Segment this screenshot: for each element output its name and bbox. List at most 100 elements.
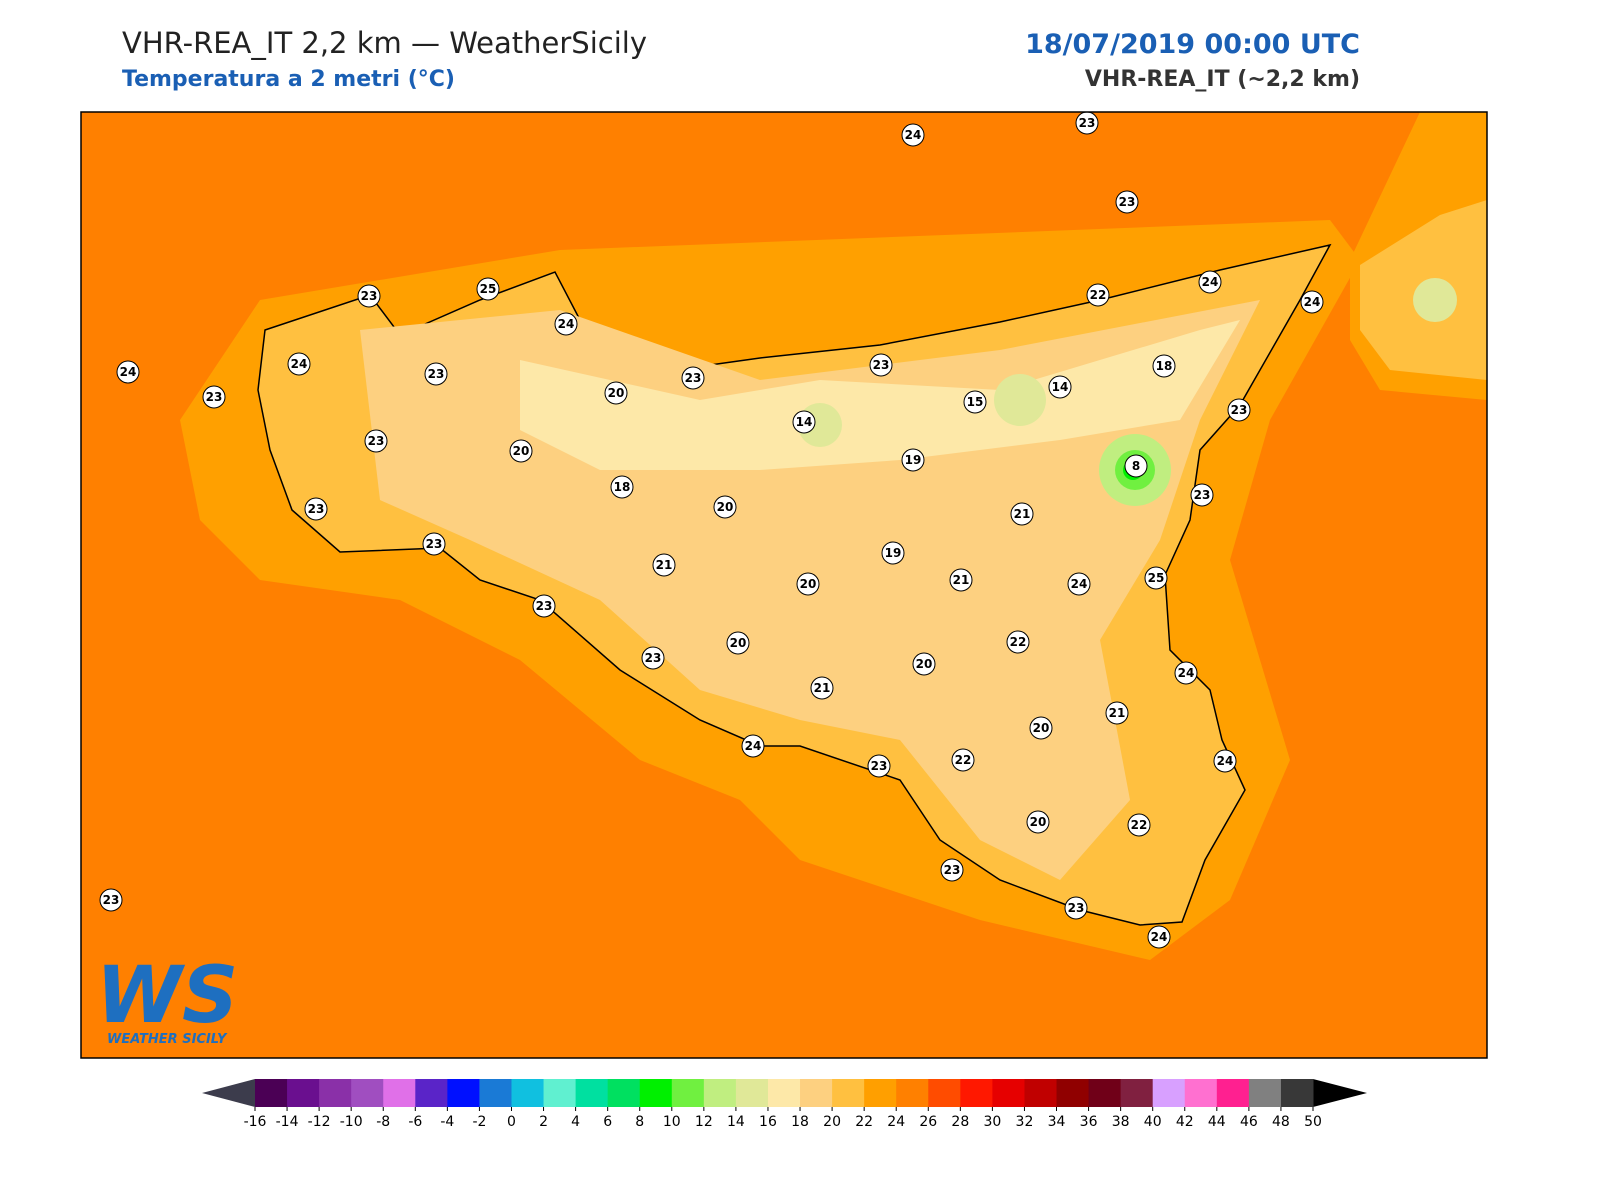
station-value: 24 bbox=[745, 739, 762, 753]
colorbar-bin bbox=[928, 1079, 961, 1107]
colorbar-bin bbox=[511, 1079, 545, 1107]
station-value: 15 bbox=[967, 395, 984, 409]
colorbar-tick-label: 10 bbox=[663, 1114, 681, 1130]
station-value: 24 bbox=[1217, 754, 1234, 768]
station-value: 22 bbox=[1131, 818, 1148, 832]
colorbar-bin bbox=[671, 1079, 705, 1107]
station-marker bbox=[869, 353, 893, 377]
station-marker bbox=[202, 385, 226, 409]
station-marker bbox=[554, 312, 578, 336]
colorbar-tick-label: 30 bbox=[983, 1114, 1001, 1130]
station-marker bbox=[1152, 354, 1176, 378]
station-marker bbox=[532, 594, 556, 618]
station-marker bbox=[901, 448, 925, 472]
station-value: 19 bbox=[885, 546, 902, 560]
station-value: 24 bbox=[1304, 295, 1321, 309]
map-frame bbox=[80, 111, 1488, 1059]
colorbar-tick-label: 20 bbox=[823, 1114, 841, 1130]
station-marker bbox=[1174, 661, 1198, 685]
colorbar-tick-label: -4 bbox=[440, 1114, 454, 1130]
highland bbox=[520, 320, 1240, 470]
station-value: 21 bbox=[656, 558, 673, 572]
station-value: 24 bbox=[120, 365, 137, 379]
colorbar-tick-label: 34 bbox=[1048, 1114, 1066, 1130]
colorbar-tick-label: 42 bbox=[1176, 1114, 1194, 1130]
colorbar-bin bbox=[960, 1079, 993, 1107]
station-marker bbox=[610, 475, 634, 499]
station-value: 20 bbox=[513, 444, 530, 458]
station-marker bbox=[287, 352, 311, 376]
colorbar-bin bbox=[703, 1079, 737, 1107]
station-value: 25 bbox=[1148, 571, 1165, 585]
colorbar-tick-label: 46 bbox=[1240, 1114, 1258, 1130]
model: VHR-REA_IT (~2,2 km) bbox=[1085, 67, 1360, 92]
colorbar-bin bbox=[864, 1079, 897, 1107]
colorbar-bin bbox=[607, 1079, 641, 1107]
colorbar-bin bbox=[896, 1079, 929, 1107]
station-value: 23 bbox=[1068, 901, 1085, 915]
colorbar-bin bbox=[351, 1079, 384, 1107]
colorbar-tick-label: 22 bbox=[855, 1114, 873, 1130]
map: 24 23 23 23 25 24 24 23 24 23 20 23 23 22 24 24 18 14 15 14… bbox=[81, 111, 1487, 1058]
station-value: 20 bbox=[608, 386, 625, 400]
station-value: 23 bbox=[873, 358, 890, 372]
station-value: 24 bbox=[1202, 275, 1219, 289]
colorbar-bin bbox=[1152, 1079, 1186, 1107]
station-value: 23 bbox=[428, 367, 445, 381]
colorbar-bin bbox=[1056, 1079, 1090, 1107]
colorbar-bin bbox=[447, 1079, 480, 1107]
station-value: 20 bbox=[1030, 815, 1047, 829]
station-value: 23 bbox=[206, 390, 223, 404]
colorbar-bin bbox=[543, 1079, 577, 1107]
colorbar-tick-label: 14 bbox=[727, 1114, 745, 1130]
colorbar-over bbox=[1313, 1079, 1367, 1107]
station-value: 21 bbox=[953, 573, 970, 587]
station-value: 23 bbox=[645, 651, 662, 665]
station-value: 20 bbox=[1033, 721, 1050, 735]
colorbar-bin bbox=[575, 1079, 609, 1107]
colorbar-tick-label: 18 bbox=[791, 1114, 809, 1130]
colorbar-bin bbox=[1280, 1079, 1314, 1107]
station-marker bbox=[422, 532, 446, 556]
station-value: 21 bbox=[814, 681, 831, 695]
colorbar-tick-label: 4 bbox=[571, 1114, 580, 1130]
station-value: 23 bbox=[871, 759, 888, 773]
colorbar-tick-label: 48 bbox=[1272, 1114, 1290, 1130]
station-value: 24 bbox=[1151, 930, 1168, 944]
station-value: 24 bbox=[291, 357, 308, 371]
station-marker bbox=[1064, 896, 1088, 920]
colorbar-tick-label: 40 bbox=[1144, 1114, 1162, 1130]
colorbar-bin bbox=[415, 1079, 448, 1107]
station-value: 22 bbox=[1010, 635, 1027, 649]
station-marker bbox=[1124, 454, 1148, 478]
colorbar-tick-label: 26 bbox=[919, 1114, 937, 1130]
station-marker bbox=[1300, 290, 1324, 314]
station-value: 24 bbox=[558, 317, 575, 331]
cold-area bbox=[994, 374, 1046, 426]
station-marker bbox=[881, 541, 905, 565]
colorbar-tick-label: -6 bbox=[408, 1114, 422, 1130]
station-value: 23 bbox=[361, 289, 378, 303]
station-value: 23 bbox=[103, 893, 120, 907]
station-marker bbox=[1213, 749, 1237, 773]
station-marker bbox=[1147, 925, 1171, 949]
station-marker bbox=[792, 410, 816, 434]
colorbar-bin bbox=[800, 1079, 833, 1107]
station-marker bbox=[1190, 483, 1214, 507]
colorbar-bin bbox=[479, 1079, 512, 1107]
colorbar: -16 -14 -12 -10 -8 -6 -4 -2 0 2 4 6 8 10 12 14 16 18 20 22 2… bbox=[202, 1079, 1367, 1130]
station-marker bbox=[99, 888, 123, 912]
station-value: 18 bbox=[614, 480, 631, 494]
subtitle: Temperatura a 2 metri (°C) bbox=[122, 67, 455, 92]
station-marker bbox=[1026, 810, 1050, 834]
station-value: 23 bbox=[944, 863, 961, 877]
station-value: 20 bbox=[717, 500, 734, 514]
colorbar-tick-label: -12 bbox=[308, 1114, 331, 1130]
station-marker bbox=[1144, 566, 1168, 590]
colorbar-bin bbox=[1024, 1079, 1058, 1107]
station-value: 23 bbox=[536, 599, 553, 613]
colorbar-tick-label: 24 bbox=[887, 1114, 905, 1130]
station-marker bbox=[741, 734, 765, 758]
station-marker bbox=[726, 631, 750, 655]
colorbar-tick-label: 16 bbox=[759, 1114, 777, 1130]
